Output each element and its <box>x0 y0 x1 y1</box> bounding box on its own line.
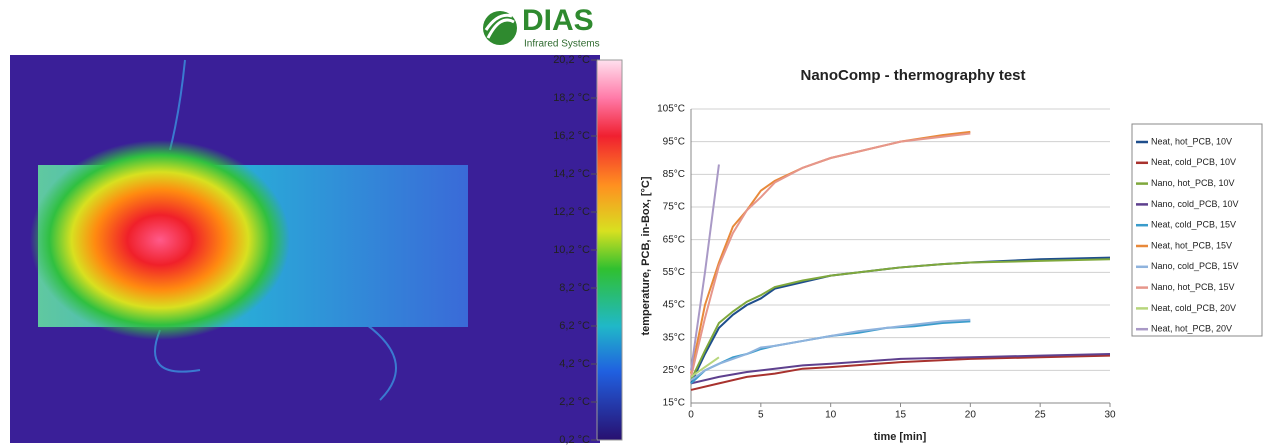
colorbar <box>596 59 623 441</box>
x-tick-label: 30 <box>1104 410 1116 421</box>
colorbar-tick-label: 16,2 °C <box>553 130 590 142</box>
y-tick-label: 65°C <box>663 234 685 245</box>
x-tick-label: 20 <box>965 410 977 421</box>
colorbar-tick-label: 18,2 °C <box>553 92 590 104</box>
legend <box>1131 123 1263 337</box>
y-tick-label: 35°C <box>663 332 685 343</box>
legend-label: Neat, hot_PCB, 20V <box>1151 324 1232 334</box>
series-line <box>690 356 720 378</box>
series-line <box>690 256 1111 384</box>
logo-icon-swoosh <box>484 13 515 39</box>
y-axis-label: temperature, PCB, in-Box, [°C] <box>640 176 652 335</box>
legend-label: Nano, hot_PCB, 10V <box>1151 178 1235 188</box>
colorbar-tick-label: 10,2 °C <box>553 244 590 256</box>
colorbar-tick-label: 14,2 °C <box>553 168 590 180</box>
y-tick-label: 75°C <box>663 202 685 213</box>
x-tick-label: 25 <box>1035 410 1047 421</box>
y-tick-label: 55°C <box>663 267 685 278</box>
colorbar-tick-label: 6,2 °C <box>559 320 590 332</box>
legend-label: Nano, hot_PCB, 15V <box>1151 282 1235 292</box>
y-tick-label: 45°C <box>663 300 685 311</box>
colorbar-tick-label: 8,2 °C <box>559 282 590 294</box>
series-line <box>690 353 1111 385</box>
series-line <box>690 354 1111 391</box>
logo-name: DIAS <box>522 4 594 37</box>
series-line <box>690 132 971 378</box>
series-line <box>690 318 971 381</box>
colorbar-tick-label: 20,2 °C <box>553 54 590 66</box>
x-tick-label: 15 <box>895 410 907 421</box>
x-axis-label: time [min] <box>874 431 927 443</box>
legend-label: Neat, cold_PCB, 10V <box>1151 157 1236 167</box>
logo: DIAS Infrared Systems <box>483 4 600 50</box>
thermal-image <box>10 55 600 443</box>
legend-label: Neat, hot_PCB, 10V <box>1151 136 1232 146</box>
y-tick-label: 15°C <box>663 398 685 409</box>
legend-label: Neat, hot_PCB, 15V <box>1151 240 1232 250</box>
x-tick-label: 0 <box>688 410 694 421</box>
y-tick-label: 85°C <box>663 169 685 180</box>
colorbar-tick-label: 4,2 °C <box>559 358 590 370</box>
x-tick-label: 10 <box>825 410 837 421</box>
legend-label: Nano, cold_PCB, 15V <box>1151 261 1239 271</box>
series-line <box>690 258 1111 381</box>
series-line <box>690 164 720 371</box>
logo-subtitle: Infrared Systems <box>524 39 600 50</box>
legend-label: Neat, cold_PCB, 20V <box>1151 303 1236 313</box>
legend-label: Nano, cold_PCB, 10V <box>1151 199 1239 209</box>
y-tick-label: 105°C <box>657 104 685 115</box>
colorbar-tick-label: 0,2 °C <box>559 434 590 445</box>
y-tick-label: 25°C <box>663 365 685 376</box>
colorbar-tick-label: 2,2 °C <box>559 396 590 408</box>
y-tick-label: 95°C <box>663 136 685 147</box>
legend-label: Neat, cold_PCB, 15V <box>1151 220 1236 230</box>
colorbar-tick-label: 12,2 °C <box>553 206 590 218</box>
line-chart: NanoComp - thermography test time [min] … <box>640 67 1263 443</box>
thermal-hotspot <box>30 140 290 340</box>
x-tick-label: 5 <box>758 410 764 421</box>
chart-title: NanoComp - thermography test <box>800 67 1025 84</box>
